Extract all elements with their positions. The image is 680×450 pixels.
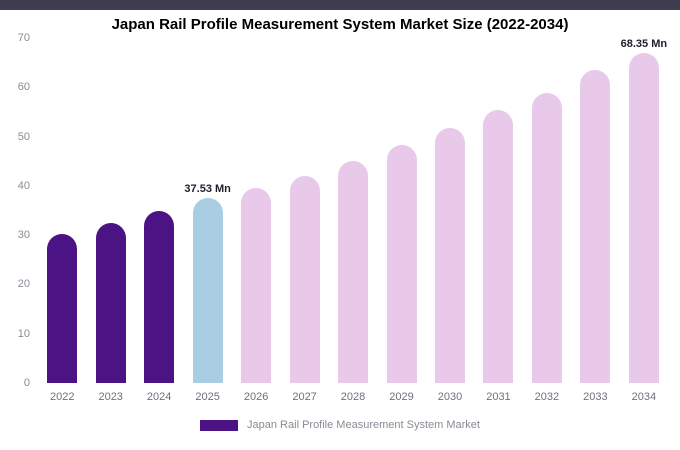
bar-2024[interactable]: [135, 38, 183, 383]
legend-swatch: [200, 419, 239, 431]
bar-rect[interactable]: [580, 69, 611, 383]
y-tick-label: 50: [17, 130, 30, 143]
plot-area: 37.53 Mn 68.35 Mn: [38, 38, 668, 383]
y-tick-label: 0: [23, 377, 30, 389]
y-tick-label: 60: [17, 81, 30, 94]
legend-label: Japan Rail Profile Measurement System Ma…: [247, 419, 480, 431]
bar-2034[interactable]: 68.35 Mn: [620, 38, 668, 383]
bar-2029[interactable]: [377, 38, 425, 383]
x-tick-label: 2025: [195, 391, 220, 403]
x-tick-label: 2033: [583, 391, 608, 403]
y-tick-label: 10: [17, 327, 30, 340]
y-tick-label: 40: [17, 179, 30, 192]
x-tick-label: 2028: [340, 391, 366, 403]
y-tick-label: 20: [17, 278, 30, 291]
x-tick-label: 2026: [243, 391, 269, 403]
x-tick-label: 2031: [486, 391, 511, 403]
bar-2027[interactable]: [280, 38, 328, 383]
chart-title: Japan Rail Profile Measurement System Ma…: [111, 16, 569, 33]
x-tick-label: 2029: [389, 391, 414, 403]
bar-2026[interactable]: [232, 38, 280, 383]
bar-value-label: 37.53 Mn: [184, 183, 231, 196]
bar-rect[interactable]: [531, 92, 562, 383]
bar-rect[interactable]: [483, 110, 514, 383]
bar-rect[interactable]: [386, 145, 417, 383]
bar-2022[interactable]: [38, 38, 86, 383]
y-tick-label: 70: [17, 32, 30, 44]
x-tick-label: 2027: [292, 391, 317, 403]
bar-2030[interactable]: [426, 38, 474, 383]
bar-2028[interactable]: [329, 38, 377, 383]
bar-rect[interactable]: [289, 175, 320, 383]
y-tick-label: 30: [17, 229, 30, 242]
bar-rect[interactable]: [47, 234, 78, 383]
bar-rect[interactable]: [192, 198, 223, 383]
bar-rect[interactable]: [241, 187, 272, 383]
x-axis: 2022 2023 2024 2025 2026 2027 2028 2029 2030 2031…: [38, 391, 668, 403]
bar-rect[interactable]: [338, 160, 369, 383]
top-strip: [0, 0, 680, 10]
bar-2033[interactable]: [571, 38, 619, 383]
y-axis: 0 10 20 30 40 50 60 70: [10, 32, 32, 389]
bar-rect[interactable]: [434, 127, 465, 383]
legend: Japan Rail Profile Measurement System Ma…: [0, 419, 680, 431]
x-tick-label: 2022: [49, 391, 75, 403]
bar-2032[interactable]: [523, 38, 571, 383]
x-tick-label: 2030: [437, 391, 463, 403]
bar-rect[interactable]: [95, 223, 126, 383]
x-tick-label: 2034: [631, 391, 657, 403]
bar-rect[interactable]: [628, 53, 659, 383]
bar-rect[interactable]: [144, 210, 175, 383]
bar-2025[interactable]: 37.53 Mn: [183, 38, 231, 383]
bar-2023[interactable]: [86, 38, 134, 383]
x-tick-label: 2023: [98, 391, 123, 403]
x-tick-label: 2024: [146, 391, 172, 403]
x-tick-label: 2032: [534, 391, 560, 403]
bar-value-label: 68.35 Mn: [620, 38, 668, 50]
bar-chart: 0 10 20 30 40 50 60 70 37.53 Mn 68.35 Mn 2022 202…: [10, 32, 672, 403]
bar-2031[interactable]: [474, 38, 522, 383]
